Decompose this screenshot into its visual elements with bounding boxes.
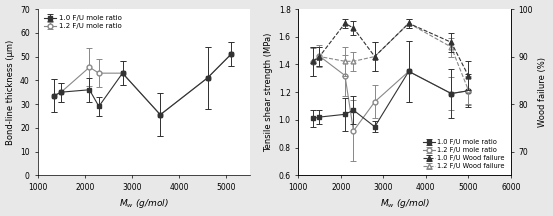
Legend: 1.0 F/U mole ratio, 1.2 F/U mole ratio: 1.0 F/U mole ratio, 1.2 F/U mole ratio [41,13,124,32]
Y-axis label: Wood failure (%): Wood failure (%) [539,57,547,127]
Legend: 1.0 F/U mole ratio, 1.2 F/U mole ratio, 1.0 F/U Wood failure, 1.2 F/U Wood failu: 1.0 F/U mole ratio, 1.2 F/U mole ratio, … [420,137,508,172]
X-axis label: $M_w$ (g/mol): $M_w$ (g/mol) [119,197,169,210]
X-axis label: $M_w$ (g/mol): $M_w$ (g/mol) [380,197,429,210]
Y-axis label: Tensile shear strength (MPa): Tensile shear strength (MPa) [264,32,273,152]
Y-axis label: Bond-line thickness (μm): Bond-line thickness (μm) [6,40,14,145]
